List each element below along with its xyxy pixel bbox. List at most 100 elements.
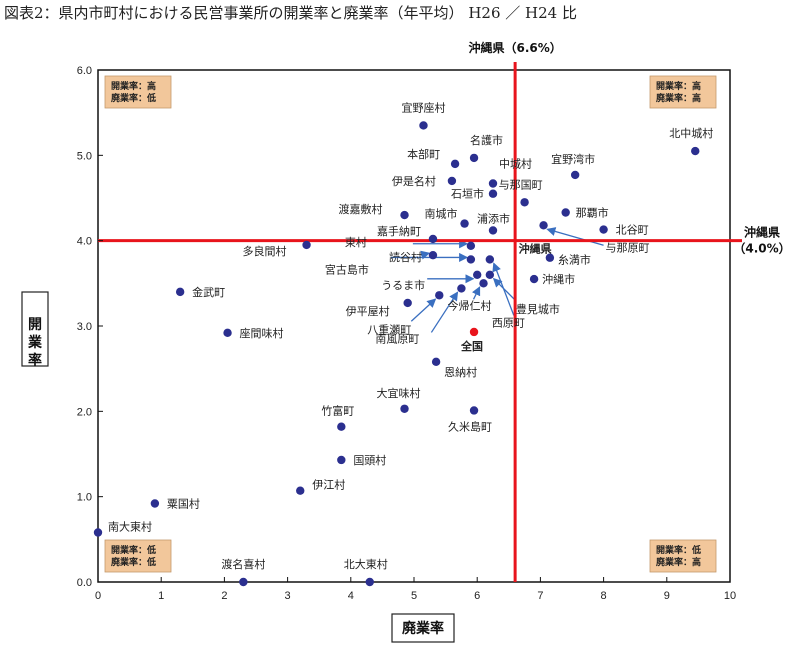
quadrant-box-text: 開業率：低 — [656, 544, 701, 556]
data-point — [175, 287, 185, 297]
point-label: 今帰仁村 — [448, 298, 492, 312]
data-point — [365, 577, 374, 587]
point-label: 北中城村 — [669, 126, 713, 140]
data-point — [431, 357, 441, 367]
data-point — [400, 404, 409, 413]
point-label: 渡名喜村 — [221, 557, 265, 571]
data-point — [485, 255, 495, 264]
point-label: 久米島町 — [448, 419, 492, 433]
x-tick-label: 10 — [724, 590, 736, 602]
data-point — [545, 253, 555, 262]
data-point — [485, 270, 495, 279]
data-point — [93, 528, 103, 537]
point-label: 大宜味村 — [377, 386, 421, 400]
point-label: うるま市 — [381, 278, 425, 292]
y-tick-label: 6.0 — [77, 65, 92, 77]
data-point — [447, 176, 457, 186]
point-label: 石垣市 — [451, 187, 484, 201]
leader-arrow — [471, 286, 481, 300]
data-point — [466, 241, 476, 250]
point-label: 恩納村 — [444, 365, 477, 379]
point-label: 南風原町 — [375, 332, 419, 345]
data-point — [460, 219, 469, 228]
reference-lines: 沖縄県（6.6%） 沖縄県（4.0%） — [98, 40, 791, 582]
data-point — [150, 499, 160, 508]
quadrant-box-bottom-left — [104, 539, 172, 573]
horizontal-ref-label-line2: （4.0%） — [733, 241, 790, 256]
y-tick-label: 4.0 — [77, 236, 92, 248]
data-point — [450, 159, 460, 169]
quadrant-box-bottom-right — [649, 539, 717, 573]
data-point — [337, 455, 346, 465]
data-point — [296, 486, 305, 495]
quadrant-box-top-left — [104, 75, 172, 109]
y-axis-title: 開業率 — [27, 317, 43, 369]
data-point — [520, 198, 529, 207]
point-label: 嘉手納町 — [377, 224, 421, 238]
leader-arrow — [492, 277, 517, 302]
point-label: 那覇市 — [576, 206, 609, 220]
point-label: 東村 — [345, 235, 367, 249]
x-tick-label: 6 — [474, 590, 480, 602]
x-tick-label: 0 — [95, 590, 101, 602]
data-point — [561, 208, 570, 217]
data-point — [469, 153, 479, 163]
data-point — [473, 270, 482, 279]
point-label: 座間味村 — [240, 326, 284, 340]
data-point — [435, 291, 444, 300]
national-point — [469, 327, 479, 337]
point-label: 中城村 — [499, 156, 532, 170]
data-point — [469, 406, 479, 415]
x-tick-label: 9 — [664, 590, 670, 602]
point-label: 浦添市 — [477, 211, 510, 225]
point-label: 粟国村 — [167, 496, 200, 510]
data-point — [457, 284, 466, 293]
axis-ticks: 0 1 2 3 4 5 6 7 8 9 10 0.0 1.0 2.0 3.0 4.0 5.0 6.0 — [77, 65, 736, 602]
point-label: 渡嘉敷村 — [339, 202, 383, 216]
vertical-ref-label: 沖縄県（6.6%） — [468, 40, 561, 55]
figure-title: 図表2：県内市町村における民営事業所の開業率と廃業率（年平均） H26 ／ H2… — [4, 4, 577, 22]
y-tick-label: 1.0 — [77, 492, 92, 504]
horizontal-ref-label-line1: 沖縄県 — [744, 225, 780, 240]
data-point — [419, 121, 428, 130]
data-point — [403, 298, 412, 308]
leader-arrow — [410, 298, 437, 322]
quadrant-box-text: 廃業率：低 — [111, 92, 156, 104]
leader-arrows — [390, 227, 604, 333]
point-label: 読谷村 — [389, 250, 422, 264]
x-axis-title-box — [391, 613, 455, 643]
x-tick-label: 2 — [221, 590, 227, 602]
quadrant-box-text: 開業率：高 — [656, 80, 701, 92]
quadrant-box-text: 開業率：低 — [111, 544, 156, 556]
leader-arrow — [420, 250, 431, 260]
y-tick-label: 3.0 — [77, 321, 92, 333]
leader-arrow — [430, 291, 459, 333]
data-point — [488, 179, 498, 188]
point-label: 与那国町 — [499, 178, 543, 191]
y-axis-title-box — [21, 291, 49, 367]
point-label: 八重瀬町 — [367, 322, 411, 336]
data-point — [428, 250, 438, 260]
data-point — [466, 255, 476, 264]
point-label: 西原町 — [492, 316, 525, 329]
point-label: 伊平屋村 — [346, 304, 390, 318]
data-point — [223, 328, 232, 338]
x-tick-label: 5 — [411, 590, 417, 602]
point-label: 金武町 — [192, 285, 225, 299]
data-point — [488, 226, 498, 235]
data-point — [302, 240, 311, 250]
data-point — [539, 221, 548, 230]
data-point — [529, 274, 539, 284]
quadrant-box-top-right — [649, 75, 717, 109]
y-tick-label: 5.0 — [77, 150, 92, 162]
x-tick-label: 7 — [537, 590, 543, 602]
x-tick-label: 8 — [601, 590, 607, 602]
point-label: 南城市 — [425, 207, 458, 221]
point-label: 糸満市 — [558, 253, 591, 267]
quadrant-box-text: 廃業率：高 — [656, 556, 701, 568]
data-point — [691, 146, 700, 156]
point-label: 伊江村 — [312, 478, 345, 492]
point-label: 南大東村 — [108, 520, 152, 534]
